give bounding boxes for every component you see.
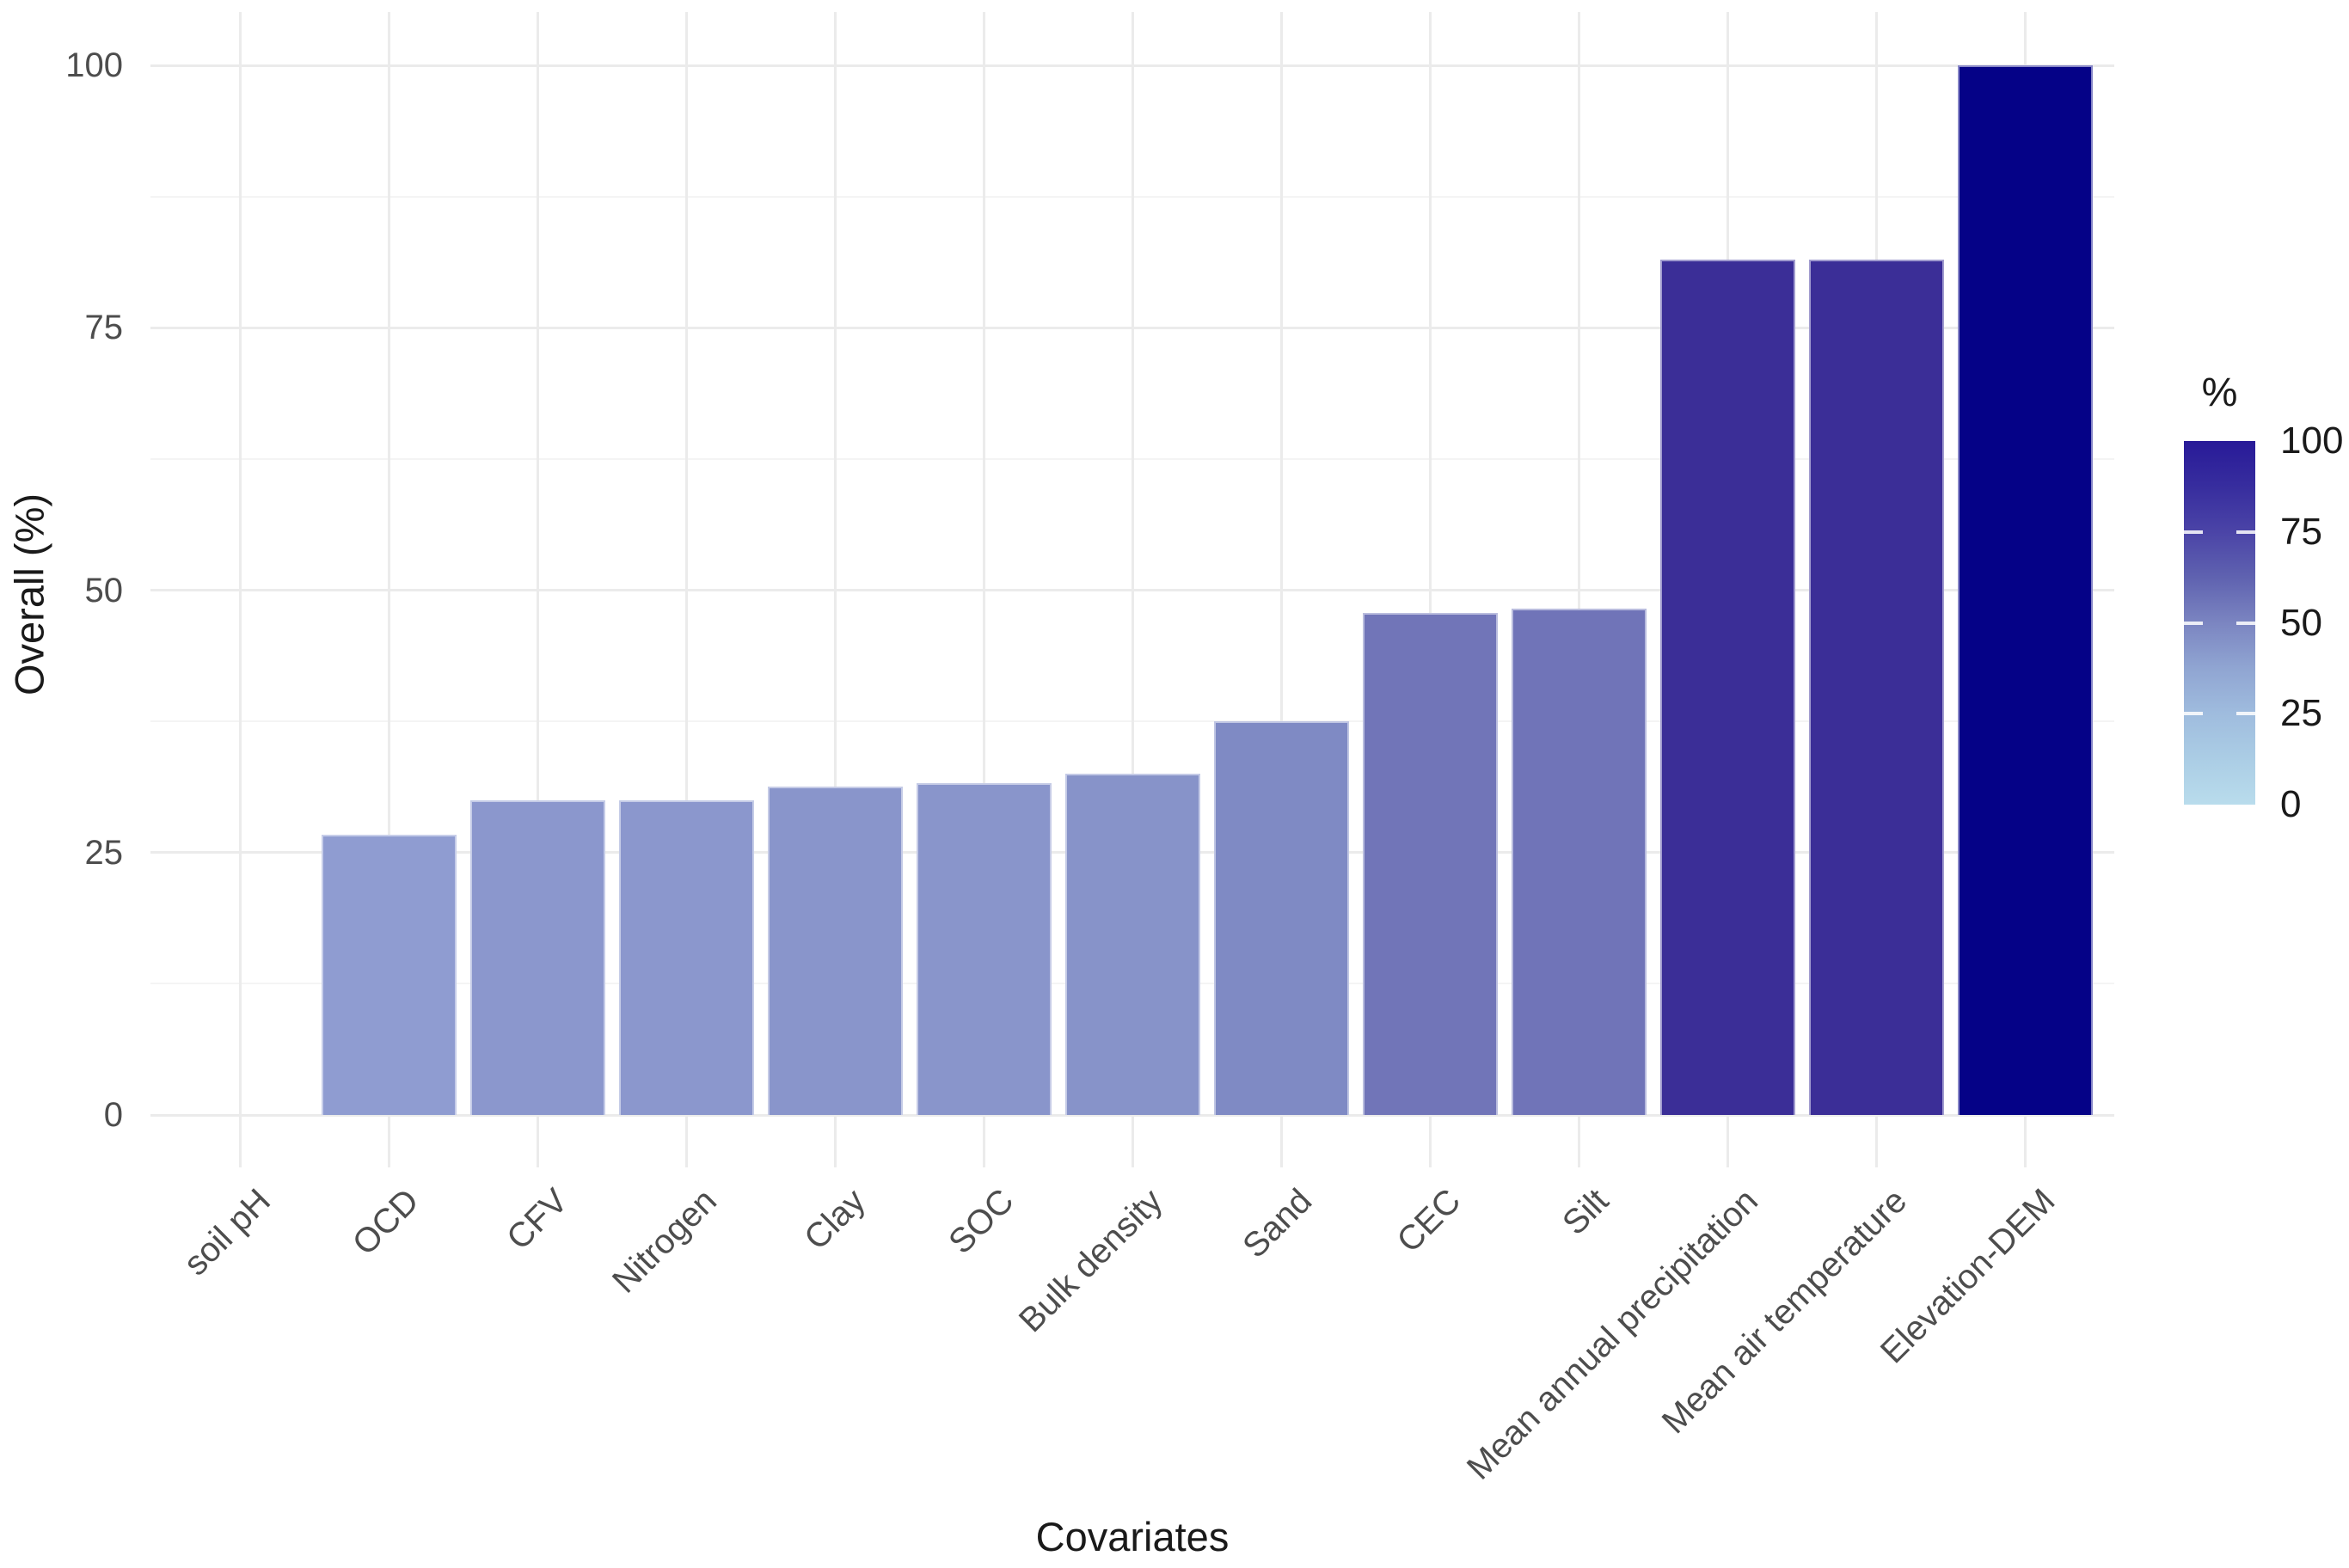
bar-soc	[916, 783, 1052, 1115]
y-tick-label: 100	[65, 46, 123, 84]
gridline-vertical	[238, 12, 242, 1167]
bar-mean-annual-precipitation	[1659, 259, 1795, 1115]
y-tick-label: 0	[103, 1096, 123, 1134]
gridline-vertical	[684, 12, 688, 1167]
gridline-vertical	[387, 12, 390, 1167]
legend-tick-mark	[2184, 530, 2203, 534]
bar-mean-air-temperature	[1808, 259, 1944, 1115]
legend-tick-mark	[2184, 712, 2203, 716]
bar-cec	[1362, 613, 1498, 1115]
bar-silt	[1511, 609, 1647, 1115]
gridline-vertical	[536, 12, 539, 1167]
bar-clay	[767, 786, 903, 1115]
legend-tick-mark	[2236, 712, 2255, 716]
bar-sand	[1213, 721, 1349, 1115]
gridline-vertical	[833, 12, 837, 1167]
legend-tick-mark	[2236, 530, 2255, 534]
x-axis-title: Covariates	[1035, 1514, 1230, 1559]
bar-cfv	[469, 799, 605, 1115]
gridline-vertical	[1577, 12, 1580, 1167]
legend-tick-mark	[2236, 621, 2255, 625]
gridline-vertical	[982, 12, 985, 1167]
legend-tick-label: 50	[2280, 601, 2322, 644]
bar-bulk-density	[1064, 774, 1200, 1115]
y-tick-label: 75	[84, 309, 124, 347]
bar-nitrogen	[618, 799, 754, 1115]
y-tick-label: 25	[84, 833, 124, 872]
gridline-vertical	[1279, 12, 1283, 1167]
bar-elevation-dem	[1957, 65, 2093, 1115]
legend-tick-label: 75	[2280, 510, 2322, 553]
legend-tick-label: 25	[2280, 692, 2322, 735]
legend-tick-label: 100	[2280, 420, 2344, 462]
legend-title: %	[2201, 369, 2238, 414]
y-tick-label: 50	[84, 571, 124, 609]
gridline-vertical	[1131, 12, 1134, 1167]
legend-tick-mark	[2184, 621, 2203, 625]
legend-tick-label: 0	[2280, 783, 2302, 825]
gridline-vertical	[1428, 12, 1432, 1167]
bar-ocd	[321, 834, 457, 1115]
